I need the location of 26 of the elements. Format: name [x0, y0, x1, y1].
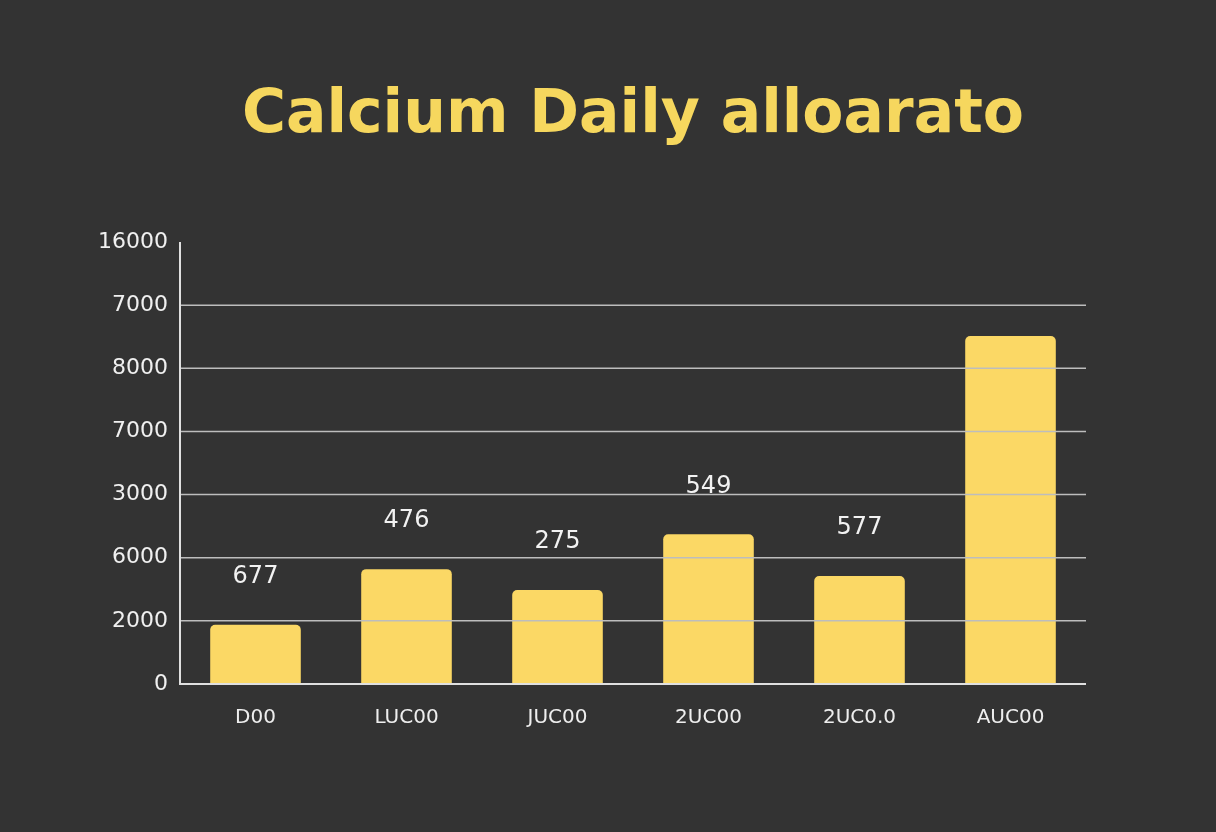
- bar: [814, 576, 905, 684]
- annotation: 577: [836, 512, 883, 541]
- text: 2000: [112, 606, 168, 632]
- text: 3000: [112, 480, 168, 506]
- x-tick-label: JUC00: [525, 704, 588, 729]
- bar: [965, 335, 1056, 684]
- chart-title: Calcium Daily alloarato: [241, 75, 1025, 146]
- x-tick-label: D00: [235, 704, 276, 729]
- x-tick-label: 2UC00: [675, 704, 742, 729]
- bar: [210, 624, 301, 684]
- text: 7000: [112, 417, 168, 443]
- bar: [361, 569, 452, 684]
- text: 7000: [112, 290, 168, 316]
- text: 0: [154, 669, 168, 695]
- x-tick-label: 2UC0.0: [822, 704, 897, 729]
- bar: [663, 534, 754, 684]
- annotation: 677: [232, 561, 279, 590]
- annotation: 549: [685, 470, 732, 499]
- bar: [512, 590, 603, 684]
- text: 6000: [112, 543, 168, 569]
- x-tick-label: AUC00: [976, 704, 1045, 729]
- annotation: 476: [383, 505, 430, 534]
- text: 16000: [98, 227, 168, 253]
- annotation: 275: [534, 526, 581, 555]
- text: 8000: [112, 354, 168, 379]
- x-tick-label: LUC00: [374, 704, 439, 729]
